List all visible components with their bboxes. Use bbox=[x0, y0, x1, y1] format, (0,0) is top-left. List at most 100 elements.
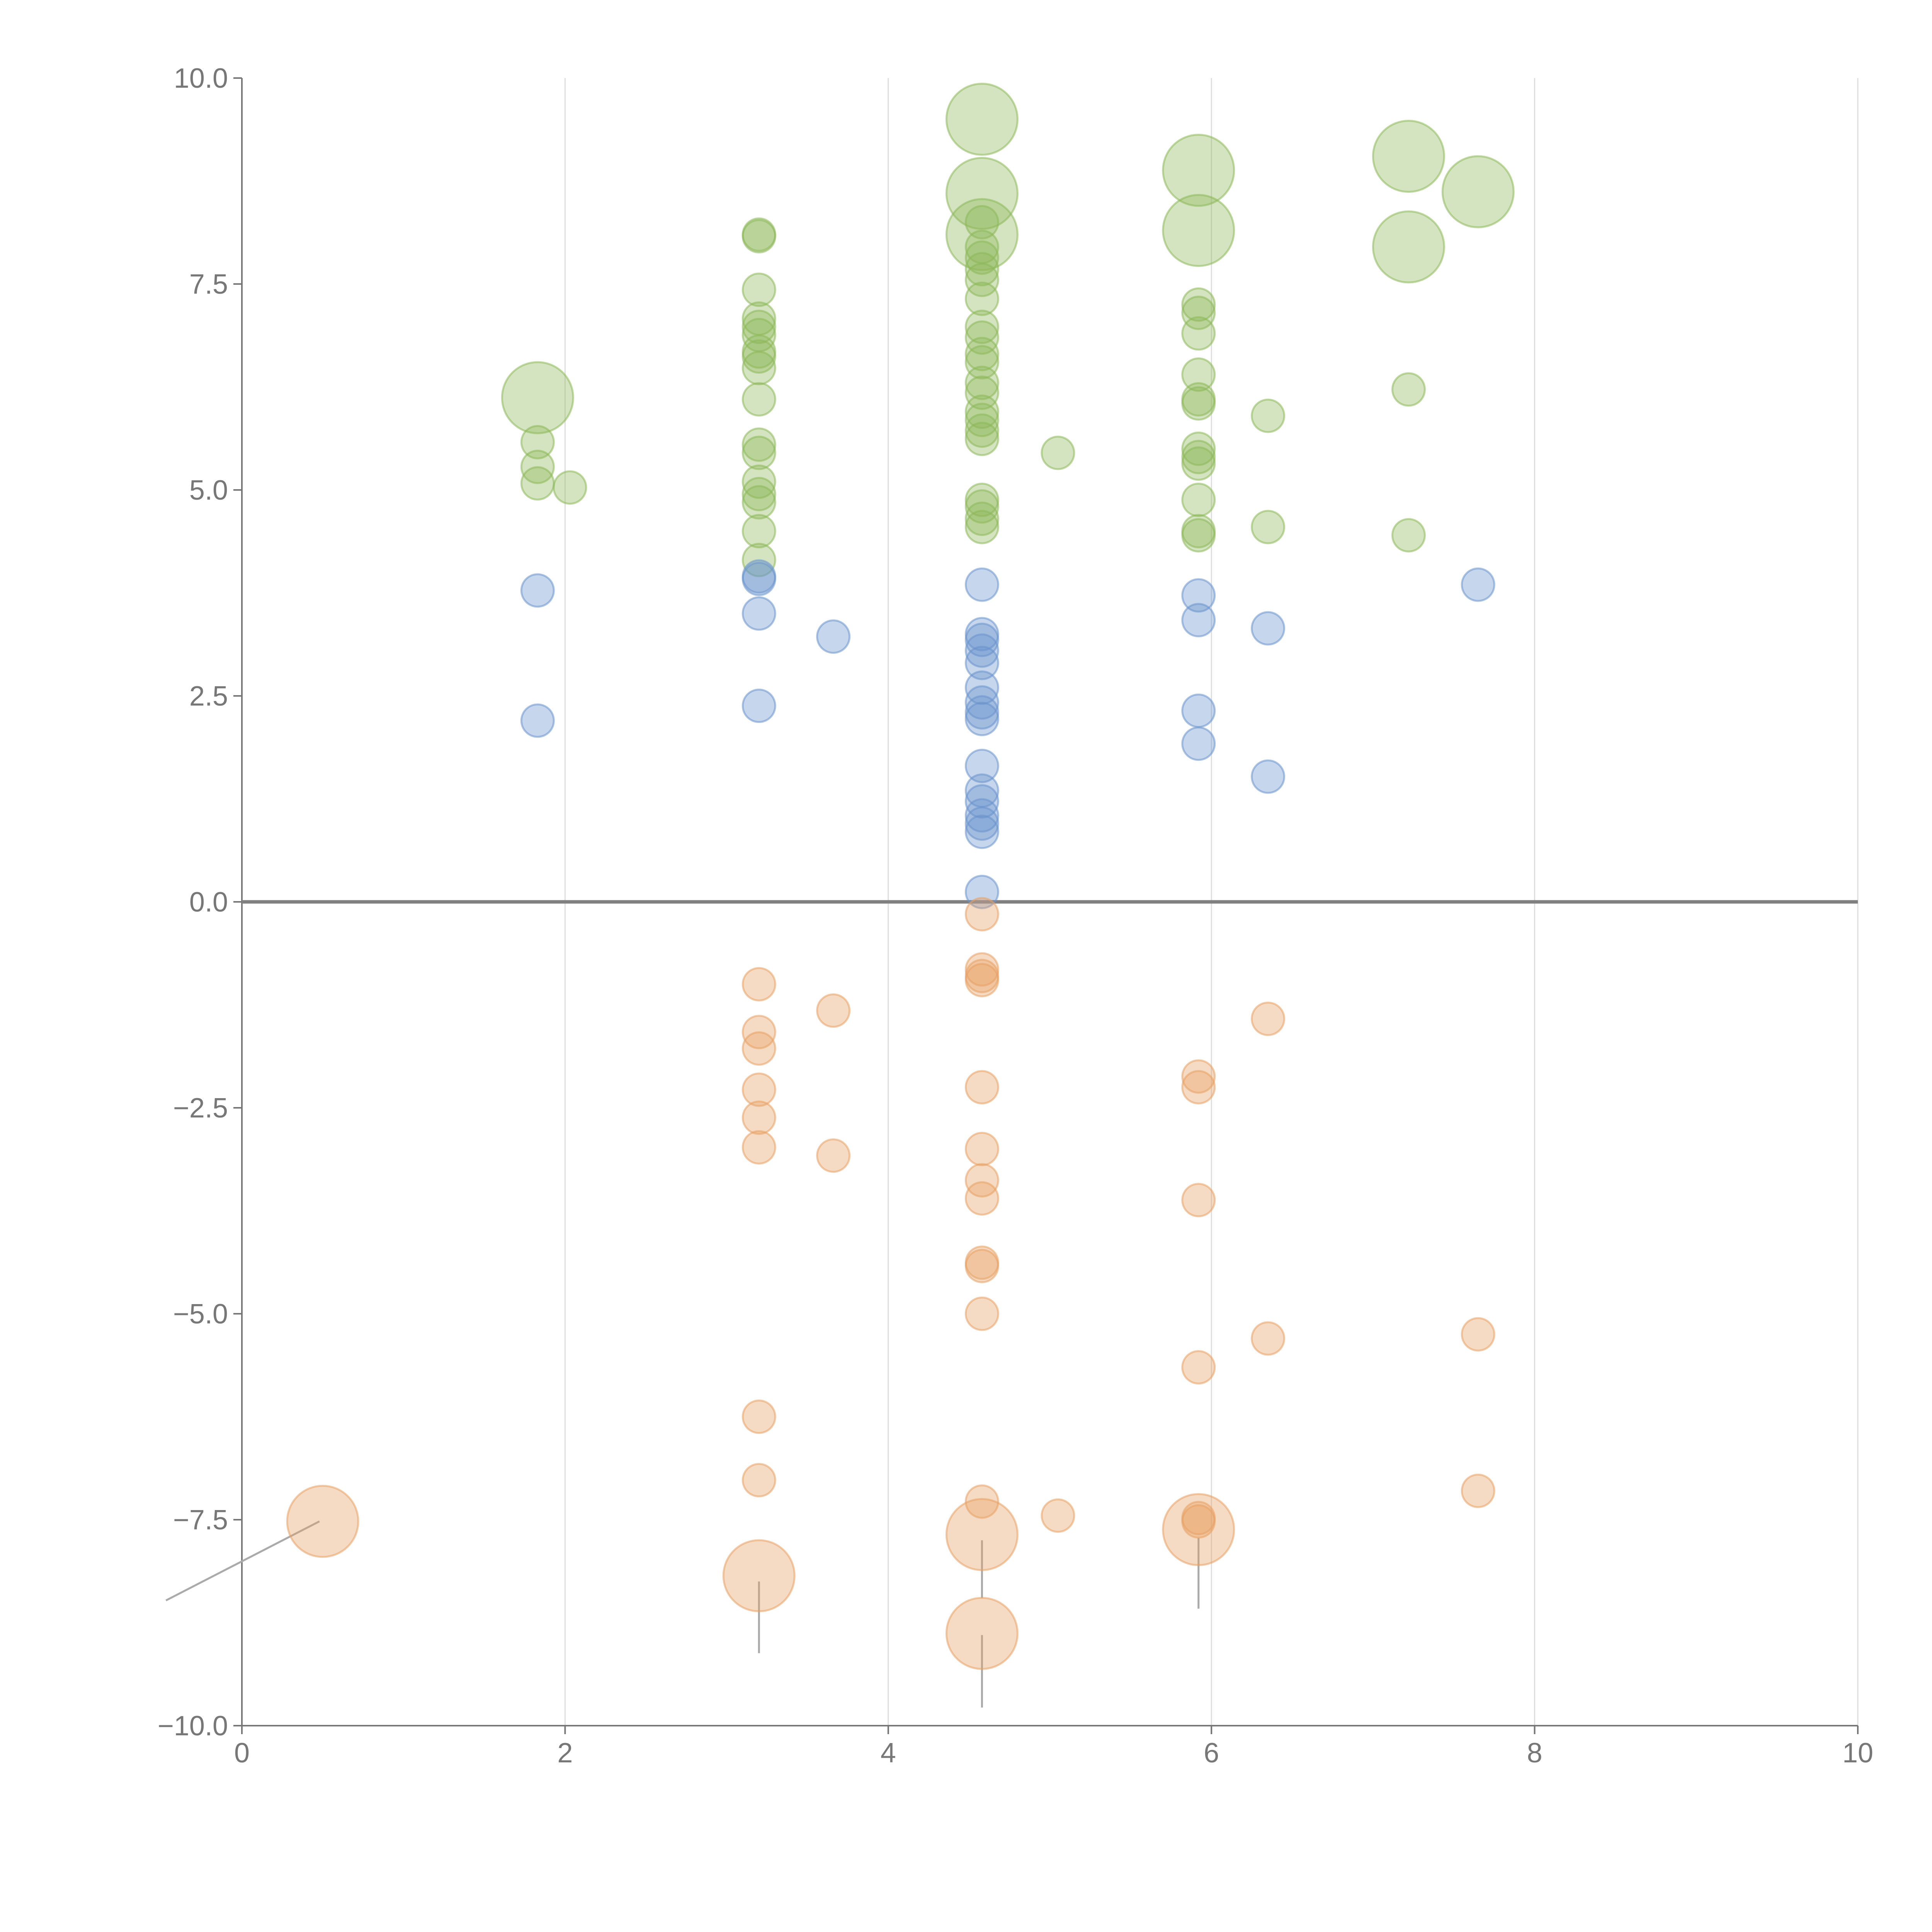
orange-point bbox=[945, 1498, 1019, 1571]
orange-point bbox=[742, 1400, 776, 1434]
orange-point bbox=[742, 1463, 776, 1498]
y-tick-label: −10.0 bbox=[158, 1711, 228, 1742]
y-tick-label: −7.5 bbox=[173, 1505, 228, 1536]
green-point bbox=[964, 413, 999, 448]
blue-point bbox=[742, 561, 776, 596]
orange-point bbox=[742, 1100, 776, 1135]
orange-point bbox=[1461, 1317, 1495, 1352]
orange-point bbox=[816, 1138, 851, 1173]
green-point bbox=[1251, 398, 1286, 433]
orange-point bbox=[1162, 1493, 1235, 1566]
orange-point bbox=[964, 1484, 999, 1519]
green-point bbox=[1391, 518, 1426, 553]
green-point bbox=[742, 514, 776, 549]
y-tick-label: 2.5 bbox=[189, 681, 228, 712]
green-point bbox=[1181, 296, 1216, 330]
orange-point bbox=[1041, 1498, 1075, 1533]
green-point bbox=[964, 375, 999, 410]
orange-point bbox=[742, 1072, 776, 1107]
blue-point bbox=[1181, 578, 1216, 613]
orange-point bbox=[1181, 1070, 1216, 1105]
blue-point bbox=[1251, 611, 1286, 646]
x-tick-label: 8 bbox=[1527, 1738, 1543, 1769]
points-layer bbox=[286, 83, 1515, 1670]
green-point bbox=[964, 366, 999, 400]
y-tick-label: 0.0 bbox=[189, 887, 228, 918]
green-point bbox=[742, 464, 776, 499]
green-point bbox=[964, 510, 999, 544]
green-point bbox=[964, 252, 999, 287]
y-tick-label: −5.0 bbox=[173, 1299, 228, 1330]
green-point bbox=[520, 425, 555, 459]
orange-point bbox=[964, 1296, 999, 1331]
orange-point bbox=[742, 1031, 776, 1066]
green-point bbox=[742, 339, 776, 374]
orange-point bbox=[742, 1130, 776, 1165]
green-point bbox=[1181, 287, 1216, 322]
y-tick-label: 5.0 bbox=[189, 475, 228, 506]
green-point bbox=[1181, 357, 1216, 392]
green-point bbox=[1391, 372, 1426, 407]
blue-point bbox=[964, 748, 999, 783]
orange-point bbox=[1181, 1183, 1216, 1218]
green-point bbox=[1441, 155, 1515, 228]
green-point bbox=[1041, 435, 1075, 470]
blue-point bbox=[964, 702, 999, 736]
blue-point bbox=[520, 573, 555, 608]
blue-point bbox=[1181, 693, 1216, 728]
labels-layer: 0 2 4 6 8 10 10.0 7.5 5.0 2.5 0.0 −2.5 −5.0 −7.5 −10.0 bbox=[158, 63, 1873, 1769]
green-point bbox=[1181, 518, 1216, 553]
green-point bbox=[1162, 194, 1235, 267]
green-point bbox=[1181, 431, 1216, 466]
x-tick-label: 0 bbox=[234, 1738, 250, 1769]
y-tick-label: 7.5 bbox=[189, 269, 228, 300]
green-point bbox=[945, 198, 1019, 271]
green-point bbox=[1181, 446, 1216, 481]
orange-point bbox=[286, 1485, 359, 1558]
orange-point bbox=[1461, 1473, 1495, 1508]
blue-point bbox=[742, 596, 776, 631]
x-tick-label: 6 bbox=[1204, 1738, 1219, 1769]
green-point bbox=[742, 350, 776, 385]
green-point bbox=[1181, 316, 1216, 351]
blue-point bbox=[520, 703, 555, 738]
green-point bbox=[1372, 120, 1445, 193]
green-point bbox=[1181, 483, 1216, 517]
green-point bbox=[945, 83, 1019, 156]
blue-point bbox=[1461, 567, 1495, 602]
blue-point bbox=[1251, 759, 1286, 794]
green-point bbox=[964, 205, 999, 240]
orange-point bbox=[964, 1248, 999, 1283]
green-point bbox=[742, 485, 776, 520]
orange-point bbox=[1181, 1059, 1216, 1094]
y-tick-label: −2.5 bbox=[173, 1093, 228, 1124]
green-point bbox=[964, 422, 999, 456]
orange-point bbox=[945, 1597, 1019, 1670]
green-point bbox=[742, 272, 776, 307]
green-point bbox=[1181, 386, 1216, 421]
green-point bbox=[742, 219, 776, 253]
blue-point bbox=[964, 806, 999, 841]
green-point bbox=[964, 403, 999, 437]
green-point bbox=[742, 382, 776, 417]
blue-point bbox=[964, 815, 999, 849]
blue-point bbox=[742, 689, 776, 723]
orange-point bbox=[722, 1539, 796, 1612]
orange-point bbox=[964, 1132, 999, 1167]
orange-point bbox=[964, 897, 999, 932]
green-point bbox=[742, 477, 776, 512]
orange-point bbox=[816, 993, 851, 1028]
blue-point bbox=[1181, 726, 1216, 761]
x-tick-label: 2 bbox=[557, 1738, 573, 1769]
orange-point bbox=[742, 967, 776, 1002]
orange-point bbox=[1181, 1350, 1216, 1385]
orange-point bbox=[1181, 1504, 1216, 1539]
green-point bbox=[964, 394, 999, 429]
green-point bbox=[742, 427, 776, 462]
green-point bbox=[553, 470, 587, 505]
green-point bbox=[520, 466, 555, 501]
leader-line bbox=[165, 1520, 320, 1602]
green-point bbox=[964, 337, 999, 371]
orange-point bbox=[1251, 1321, 1286, 1356]
